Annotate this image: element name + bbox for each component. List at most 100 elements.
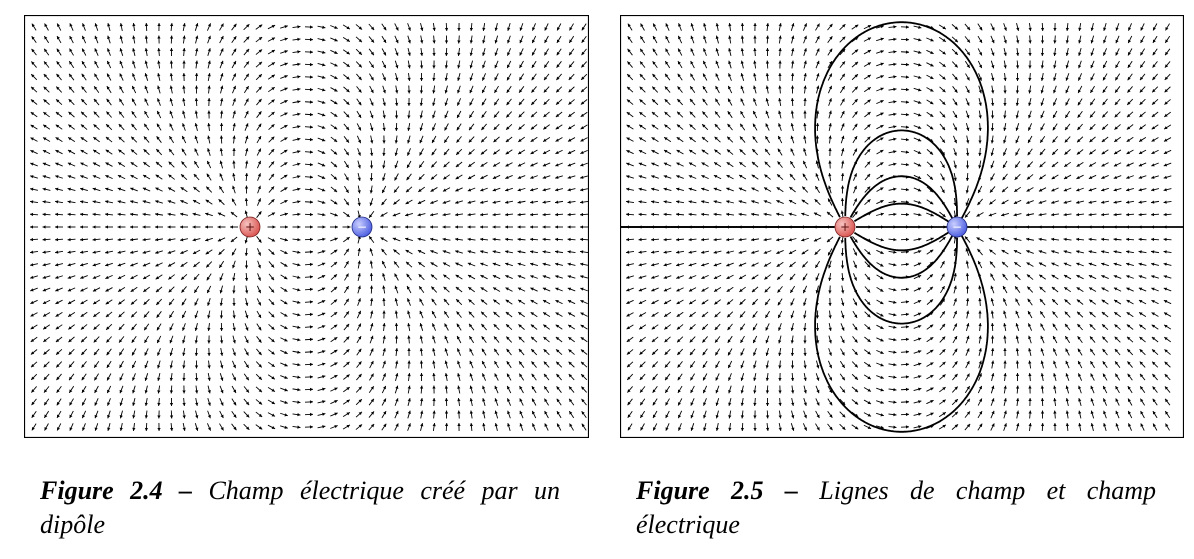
field-vector-head	[580, 200, 584, 204]
field-vector-head	[1152, 76, 1156, 81]
field-vector-head	[728, 85, 732, 90]
field-vector-head	[1126, 275, 1130, 279]
field-vector-head	[144, 377, 148, 381]
field-vector-head	[345, 201, 349, 206]
field-vector-head	[469, 423, 474, 427]
field-vector-head	[194, 340, 198, 344]
field-vector-head	[989, 201, 993, 205]
field-vector-head	[580, 188, 584, 192]
field-vector-head	[715, 60, 719, 65]
field-vector-head	[132, 377, 136, 381]
field-vector-head	[556, 76, 560, 81]
field-vector-head	[543, 349, 547, 353]
field-vector-head	[271, 37, 276, 41]
field-vector-head	[555, 324, 560, 328]
field-vector-head	[1089, 126, 1093, 130]
field-vector-head	[105, 263, 109, 267]
field-vector-head	[941, 286, 945, 290]
field-vector-head	[407, 298, 411, 302]
field-vector-head	[357, 298, 361, 302]
field-vector-head	[1113, 200, 1117, 204]
field-vector-head	[56, 86, 60, 90]
field-vector-head	[930, 88, 934, 92]
field-vector-head	[953, 165, 957, 169]
field-vector-head	[866, 301, 871, 305]
field-vector-head	[803, 302, 807, 306]
field-vector-head	[419, 323, 423, 327]
field-vector-head	[580, 138, 584, 142]
field-vector-head	[419, 385, 424, 389]
field-vector-head	[169, 415, 174, 419]
field-vector-head	[726, 212, 730, 217]
field-vector-head	[132, 60, 136, 65]
field-vector-head	[965, 152, 970, 156]
field-vector-head	[42, 187, 46, 191]
field-vector-head	[257, 277, 261, 281]
field-vector-head	[663, 301, 668, 304]
field-vector-head	[169, 60, 174, 64]
field-vector-head	[469, 102, 473, 106]
field-vector-head	[169, 136, 173, 140]
field-vector-head	[803, 85, 807, 89]
field-vector-head	[169, 85, 173, 89]
field-vector-head	[1151, 287, 1155, 291]
field-vector-head	[765, 148, 769, 153]
field-vector-head	[117, 212, 121, 217]
field-vector-head	[80, 187, 84, 191]
field-vector-head	[1064, 139, 1069, 143]
field-vector-head	[94, 73, 98, 78]
field-vector-head	[918, 50, 922, 54]
field-vector-head	[321, 175, 326, 179]
field-vector-head	[406, 188, 410, 193]
field-vector-head	[828, 264, 832, 269]
field-vector-head	[218, 199, 222, 203]
field-vector-head	[456, 323, 460, 328]
field-vector-head	[1063, 200, 1067, 204]
field-vector-head	[81, 389, 85, 393]
field-vector-head	[505, 175, 509, 179]
field-vector-head	[917, 250, 922, 254]
field-vector-head	[568, 361, 572, 365]
field-vector-head	[728, 98, 731, 102]
field-vector-head	[467, 200, 471, 204]
field-vector-head	[1101, 262, 1105, 266]
field-vector-head	[1077, 114, 1081, 118]
field-vector-head	[107, 402, 111, 406]
field-vector-head	[219, 340, 224, 344]
field-vector-head	[297, 425, 301, 429]
field-vector-head	[1101, 237, 1105, 242]
field-vector-head	[469, 410, 473, 414]
field-vector-head	[381, 248, 385, 253]
field-vector-head	[80, 225, 83, 229]
field-vector-head	[1028, 27, 1032, 31]
field-vector-head	[544, 386, 548, 390]
field-vector-head	[43, 86, 47, 90]
field-vector-head	[369, 202, 373, 206]
field-vector-head	[130, 162, 135, 166]
field-vector-head	[31, 401, 35, 406]
field-vector-head	[714, 149, 718, 153]
field-vector-head	[67, 301, 72, 304]
field-vector-head	[580, 324, 584, 328]
field-vector-head	[990, 273, 994, 277]
field-vector-head	[106, 124, 110, 128]
field-vector-head	[345, 336, 350, 340]
field-vector-head	[322, 375, 326, 379]
field-vector-head	[580, 225, 583, 229]
field-vector-head	[555, 275, 559, 279]
field-vector-head	[118, 136, 122, 141]
field-vector-head	[1026, 188, 1030, 192]
field-vector-head	[270, 161, 275, 165]
field-vector-head	[739, 276, 743, 280]
field-vector-head	[457, 385, 461, 389]
field-vector-head	[143, 314, 148, 318]
field-vector-head	[728, 35, 732, 39]
field-vector-head	[966, 39, 970, 43]
field-vector-head	[68, 338, 72, 343]
field-vector-head	[714, 301, 718, 305]
field-vector-head	[542, 262, 546, 266]
field-vector-head	[665, 35, 669, 40]
field-vector-head	[417, 250, 422, 254]
field-vector-head	[119, 35, 123, 39]
field-vector-head	[1078, 89, 1081, 94]
